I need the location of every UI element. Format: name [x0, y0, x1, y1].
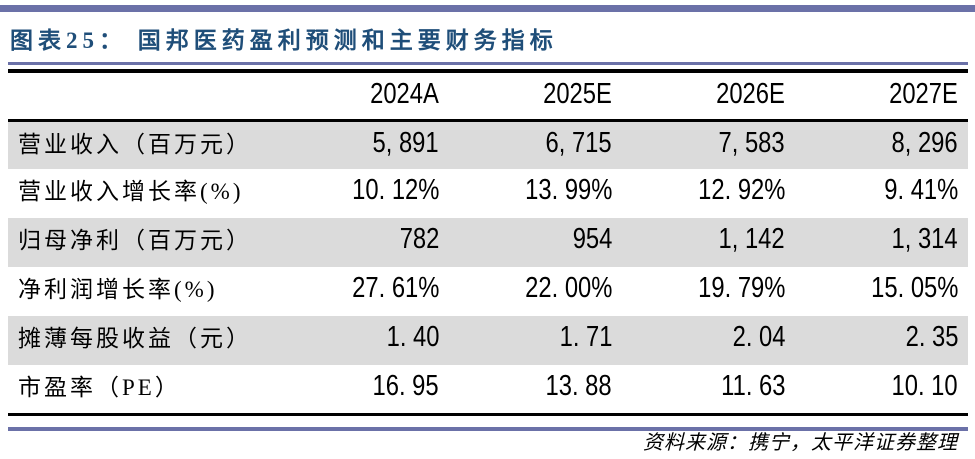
value-cell: 1, 314 — [891, 223, 958, 255]
value-cell: 1. 71 — [559, 321, 612, 353]
value-cell: 2. 35 — [905, 321, 958, 353]
value-cell: 5, 891 — [372, 126, 439, 159]
row-label: 净利润增长率(%) — [18, 277, 218, 302]
value-cell: 2. 04 — [732, 321, 785, 353]
header-cell-2026E: 2026E — [622, 71, 795, 122]
value-cell: 13. 99% — [524, 174, 612, 206]
value-cell: 7, 583 — [718, 126, 785, 159]
value-cell: 10. 12% — [351, 174, 439, 206]
value-cell: 27. 61% — [351, 272, 439, 304]
value-cell: 6, 715 — [545, 126, 612, 159]
row-label: 营业收入（百万元） — [18, 131, 252, 157]
value-cell: 1. 40 — [386, 321, 439, 353]
table-header-row: 2024A 2025E 2026E 2027E — [8, 71, 968, 122]
source-note: 资料来源：携宁，太平洋证券整理 — [643, 432, 958, 454]
table-row: 摊薄每股收益（元） 1. 40 1. 71 2. 04 2. 35 — [8, 316, 968, 365]
value-cell: 19. 79% — [697, 272, 785, 304]
table-row: 市盈率（PE） 16. 95 13. 88 11. 63 10. 10 — [8, 365, 968, 416]
header-cell-2024A: 2024A — [276, 71, 449, 122]
row-label: 归母净利（百万元） — [18, 228, 252, 253]
header-cell-blank — [8, 71, 276, 122]
value-cell: 8, 296 — [891, 126, 958, 159]
value-cell: 1, 142 — [718, 223, 785, 255]
row-label: 市盈率（PE） — [8, 365, 276, 416]
value-cell: 11. 63 — [622, 365, 795, 416]
value-cell: 10. 10 — [795, 365, 968, 416]
value-cell: 16. 95 — [276, 365, 449, 416]
value-cell: 12. 92% — [697, 174, 785, 206]
title-divider-rule — [8, 62, 968, 65]
header-cell-2025E: 2025E — [449, 71, 622, 122]
header-cell-2027E: 2027E — [795, 71, 968, 122]
row-label: 摊薄每股收益（元） — [18, 326, 252, 351]
table-row: 营业收入（百万元） 5, 891 6, 715 7, 583 8, 296 — [8, 120, 968, 169]
table-row: 净利润增长率(%) 27. 61% 22. 00% 19. 79% 15. 05… — [8, 267, 968, 316]
value-cell: 13. 88 — [449, 365, 622, 416]
value-cell: 9. 41% — [883, 174, 958, 206]
value-cell: 782 — [399, 223, 439, 255]
value-cell: 22. 00% — [524, 272, 612, 304]
top-accent-band — [0, 5, 975, 12]
table-row: 归母净利（百万元） 782 954 1, 142 1, 314 — [8, 218, 968, 267]
value-cell: 15. 05% — [870, 272, 958, 304]
financial-forecast-table: 2024A 2025E 2026E 2027E 营业收入（百万元） 5, 891… — [8, 69, 968, 416]
figure-title: 图表25： 国邦医药盈利预测和主要财务指标 — [10, 28, 558, 53]
value-cell: 954 — [572, 223, 612, 255]
row-label: 营业收入增长率(%) — [18, 179, 244, 204]
bottom-accent-rule — [8, 427, 968, 431]
table-row: 营业收入增长率(%) 10. 12% 13. 99% 12. 92% 9. 41… — [8, 169, 968, 218]
